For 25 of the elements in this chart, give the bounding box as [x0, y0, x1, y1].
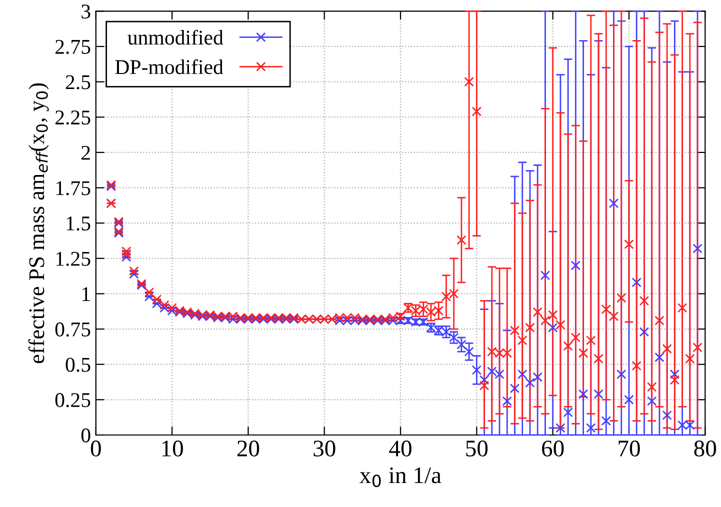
y-tick-label: 0 — [81, 428, 90, 442]
y-tick-label: 2.25 — [55, 110, 90, 125]
x-tick-label: 40 — [389, 440, 412, 456]
x-tick-label: 30 — [314, 440, 336, 456]
x-tick-label: 10 — [162, 440, 183, 456]
x-tick-label: 60 — [542, 440, 564, 456]
y-tick-label: 1 — [82, 287, 90, 301]
y-axis-title: effective PS mass am$_{eff}$(x$_{0}$, y$_{0}$) — [28, 83, 49, 364]
x-tick-label: 70 — [618, 440, 640, 456]
legend-label: unmodified — [128, 30, 224, 45]
y-tick-label: 1.5 — [66, 216, 90, 231]
y-tick-label: 0.25 — [55, 393, 90, 408]
y-tick-label: 0.75 — [55, 322, 90, 337]
y-tick-label: 0.5 — [66, 358, 90, 372]
legend-label: DP-modified — [115, 59, 224, 74]
y-tick-label: 1.25 — [56, 252, 90, 266]
x-tick-label: 20 — [237, 440, 260, 456]
x-tick-label: 80 — [694, 440, 716, 456]
y-tick-label: 2.75 — [55, 40, 90, 54]
x-tick-label: 50 — [466, 440, 488, 456]
y-tick-label: 3 — [82, 4, 90, 19]
x-axis-title: x$_{0}$ in 1/a — [360, 467, 442, 488]
y-tick-label: 2.5 — [66, 75, 90, 90]
y-tick-label: 2 — [82, 146, 90, 160]
y-tick-label: 1.75 — [56, 181, 90, 196]
